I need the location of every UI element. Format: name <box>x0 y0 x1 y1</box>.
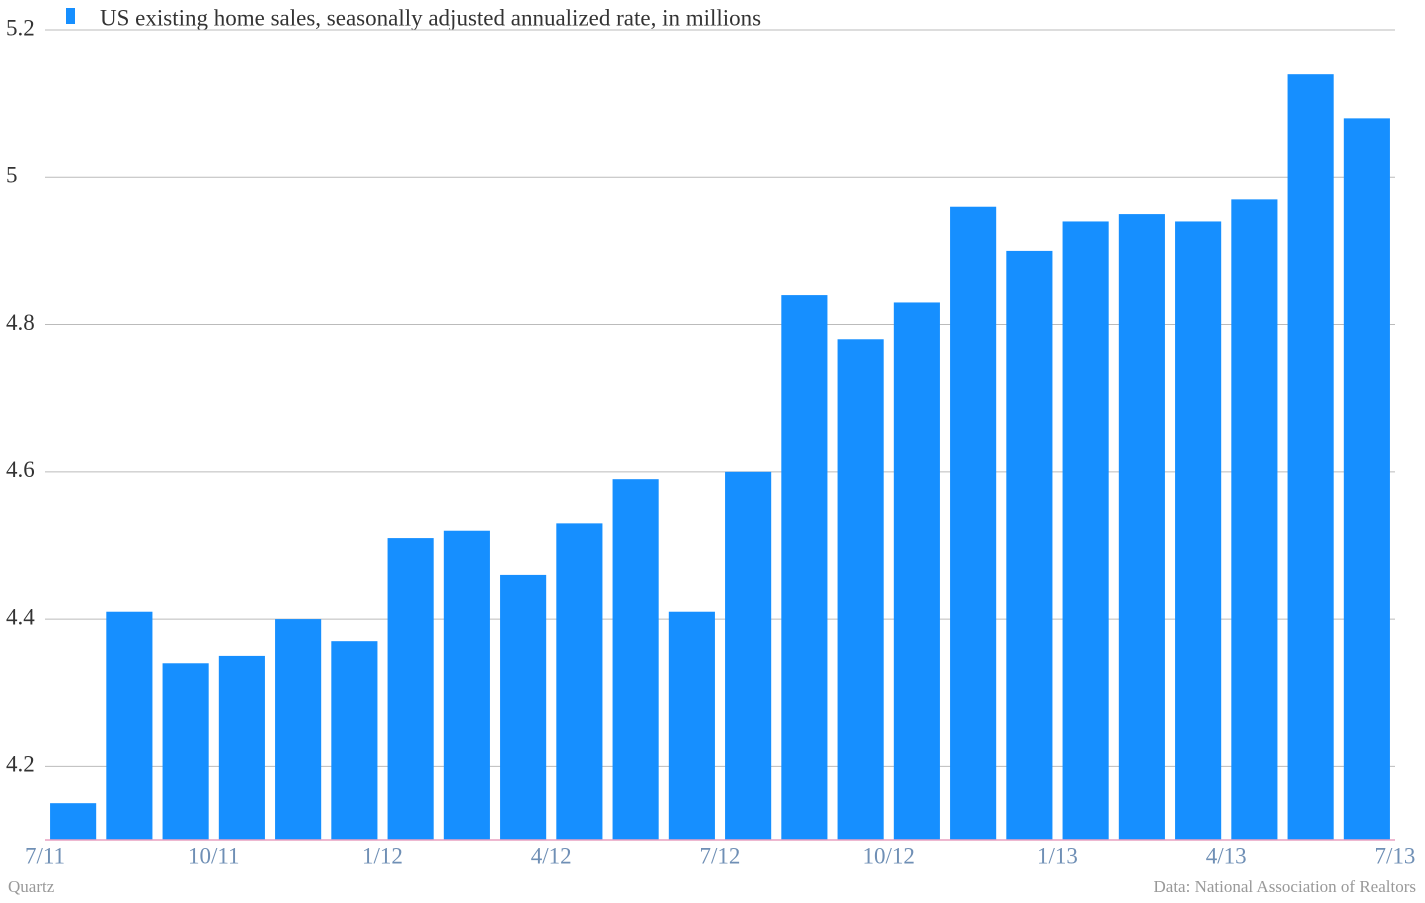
legend-label: US existing home sales, seasonally adjus… <box>100 5 761 30</box>
bar <box>556 523 603 840</box>
x-tick-label: 10/11 <box>188 843 240 868</box>
source: Data: National Association of Realtors <box>1154 877 1417 896</box>
y-tick-label: 4.6 <box>6 457 35 482</box>
legend-swatch <box>66 8 75 24</box>
x-tick-label: 4/12 <box>531 843 572 868</box>
x-tick-label: 4/13 <box>1206 843 1247 868</box>
y-tick-label: 4.2 <box>6 752 35 777</box>
bar <box>500 574 547 840</box>
bar <box>950 206 997 840</box>
bar <box>1343 118 1390 840</box>
bar <box>443 530 490 840</box>
bar <box>725 471 772 840</box>
bar <box>162 663 209 840</box>
y-tick-label: 4.4 <box>6 604 35 629</box>
bar <box>218 655 265 840</box>
bar <box>50 803 97 840</box>
y-tick-label: 5 <box>6 163 18 188</box>
x-tick-label: 7/11 <box>25 843 65 868</box>
bar <box>668 611 715 840</box>
bar <box>331 641 378 840</box>
bar <box>1287 74 1334 840</box>
bar <box>781 295 828 840</box>
bar <box>275 619 322 840</box>
credit: Quartz <box>8 877 55 896</box>
bar <box>106 611 153 840</box>
bar <box>893 302 940 840</box>
bar <box>1006 250 1053 841</box>
bar <box>1175 221 1222 841</box>
bar <box>1118 214 1165 840</box>
bar <box>1062 221 1109 841</box>
bar <box>1231 199 1278 840</box>
bar <box>387 538 434 840</box>
bar <box>837 339 884 840</box>
y-tick-label: 5.2 <box>6 15 35 40</box>
x-tick-label: 7/13 <box>1375 843 1416 868</box>
y-tick-label: 4.8 <box>6 310 35 335</box>
bar <box>612 479 659 840</box>
x-tick-label: 7/12 <box>700 843 741 868</box>
x-tick-label: 1/12 <box>362 843 403 868</box>
x-tick-label: 10/12 <box>863 843 915 868</box>
x-tick-label: 1/13 <box>1037 843 1078 868</box>
